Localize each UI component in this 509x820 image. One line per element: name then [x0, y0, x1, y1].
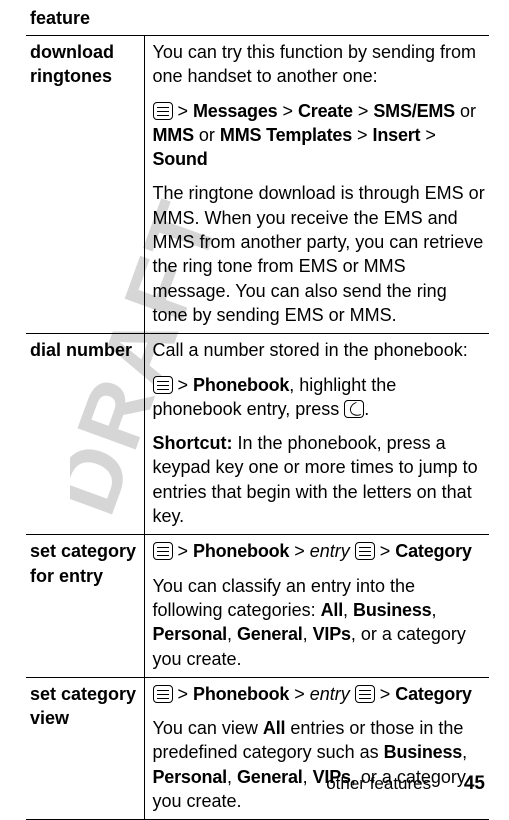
paragraph: You can try this function by sending fro… — [153, 40, 486, 89]
menu-path: > Messages > Create > SMS/EMS or MMS or … — [153, 99, 486, 172]
menu-path: > Phonebook > entry > Category — [153, 539, 486, 563]
row-label: set category for entry — [26, 535, 144, 677]
menu-icon — [153, 102, 173, 120]
table-row: dial number Call a number stored in the … — [26, 334, 489, 535]
row-desc: Call a number stored in the phonebook: >… — [144, 334, 489, 535]
menu-icon — [153, 542, 173, 560]
paragraph: Call a number stored in the phonebook: — [153, 338, 486, 362]
table-row: set category for entry > Phonebook > ent… — [26, 535, 489, 677]
menu-icon — [355, 685, 375, 703]
row-desc: You can try this function by sending fro… — [144, 36, 489, 334]
menu-icon — [153, 685, 173, 703]
call-icon — [344, 400, 364, 418]
menu-path: > Phonebook > entry > Category — [153, 682, 486, 706]
feature-table: feature download ringtones You can try t… — [26, 6, 489, 820]
row-label: set category view — [26, 677, 144, 819]
paragraph: The ringtone download is through EMS or … — [153, 181, 486, 327]
menu-path: > Phonebook, highlight the phonebook ent… — [153, 373, 486, 422]
table-row: download ringtones You can try this func… — [26, 36, 489, 334]
menu-icon — [153, 376, 173, 394]
row-desc: > Phonebook > entry > Category You can c… — [144, 535, 489, 677]
paragraph: You can view All entries or those in the… — [153, 716, 486, 813]
paragraph: You can classify an entry into the follo… — [153, 574, 486, 671]
row-label: download ringtones — [26, 36, 144, 334]
row-label: dial number — [26, 334, 144, 535]
table-row: set category view > Phonebook > entry > … — [26, 677, 489, 819]
table-header: feature — [26, 6, 489, 36]
shortcut-paragraph: Shortcut: In the phonebook, press a keyp… — [153, 431, 486, 528]
menu-icon — [355, 542, 375, 560]
row-desc: > Phonebook > entry > Category You can v… — [144, 677, 489, 819]
page-content: feature download ringtones You can try t… — [0, 0, 509, 820]
